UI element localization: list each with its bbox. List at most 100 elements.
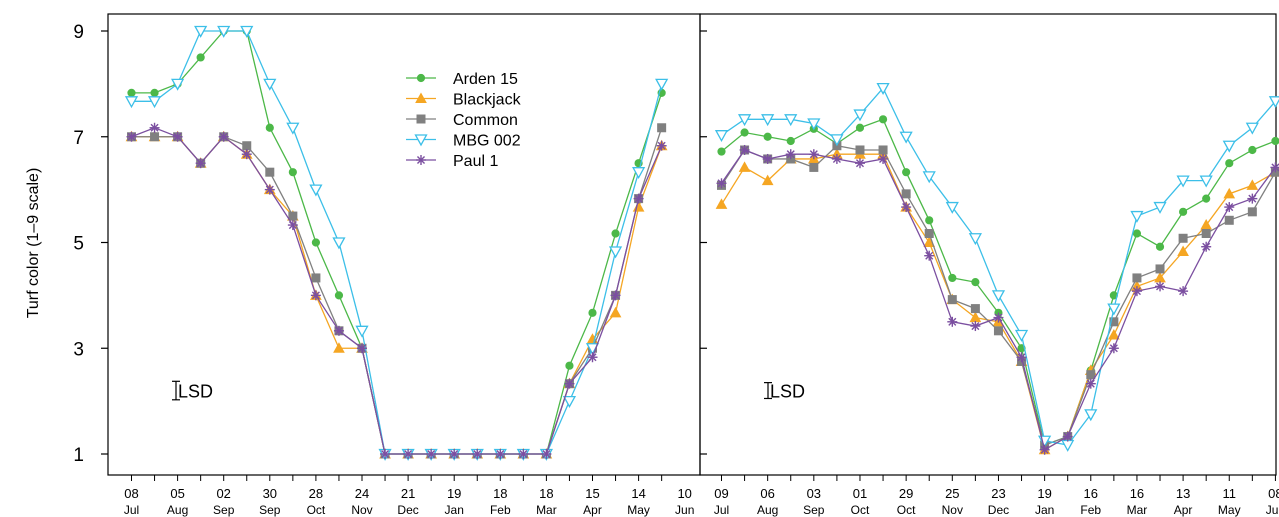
marker-asterisk	[1108, 343, 1119, 354]
marker-asterisk-stroke	[219, 132, 228, 141]
marker-triangle-down	[853, 109, 867, 122]
x-tick-label-month: Jun	[675, 503, 694, 517]
marker-square	[878, 145, 888, 155]
x-tick-label-month: Sep	[259, 503, 281, 517]
x-tick-label-day: 19	[447, 486, 461, 501]
marker-asterisk	[287, 220, 298, 231]
x-tick-label-day: 18	[539, 486, 553, 501]
marker-asterisk-stroke	[1271, 163, 1279, 172]
marker-triangle-down	[147, 96, 162, 109]
x-tick-label-day: 14	[631, 486, 645, 501]
marker-asterisk	[878, 153, 889, 164]
marker-triangle-down	[991, 290, 1006, 303]
marker-triangle-down	[1176, 175, 1190, 188]
marker-triangle-down	[414, 134, 428, 147]
marker-circle	[565, 361, 574, 370]
marker-square	[242, 141, 252, 151]
marker-asterisk-stroke	[1225, 203, 1234, 212]
marker-asterisk	[1039, 444, 1050, 455]
y-tick-label: 7	[73, 128, 84, 149]
marker-triangle-down	[1199, 175, 1213, 188]
marker-triangle-up	[333, 342, 345, 353]
marker-triangle-up	[1108, 329, 1120, 340]
marker-triangle-down	[830, 134, 844, 147]
marker-asterisk-stroke	[717, 179, 726, 188]
marker-asterisk	[1155, 281, 1166, 292]
marker-circle	[265, 123, 274, 132]
x-tick-label-month: Nov	[351, 503, 372, 517]
marker-triangle-down	[608, 246, 623, 259]
marker-asterisk	[1178, 286, 1189, 297]
marker-asterisk	[310, 290, 321, 301]
legend-label: Common	[453, 112, 518, 129]
marker-circle	[1225, 159, 1234, 168]
x-tick-label-month: Jun	[1266, 503, 1279, 517]
lsd-label: LSD	[770, 382, 805, 402]
lsd-label: LSD	[178, 382, 213, 402]
marker-asterisk	[333, 325, 344, 336]
marker-square	[809, 162, 819, 172]
x-tick-label-month: Oct	[851, 503, 870, 517]
x-tick-label-month: Aug	[167, 503, 188, 517]
x-tick-label-day: 05	[170, 486, 184, 501]
marker-asterisk-stroke	[334, 326, 343, 335]
marker-asterisk	[947, 316, 958, 327]
marker-asterisk-stroke	[416, 155, 426, 165]
x-tick-label-month: Dec	[988, 503, 1009, 517]
marker-asterisk	[633, 193, 644, 204]
x-tick-label-month: Oct	[897, 503, 916, 517]
marker-triangle-down	[240, 25, 254, 38]
marker-square	[1132, 273, 1142, 283]
marker-triangle-down	[1222, 140, 1236, 153]
x-tick-label-month: Nov	[942, 503, 963, 517]
marker-square	[1155, 264, 1165, 274]
marker-asterisk-stroke	[786, 150, 795, 159]
marker-asterisk-stroke	[971, 322, 980, 331]
marker-asterisk-stroke	[634, 194, 643, 203]
x-tick-label-month: Jan	[1035, 503, 1054, 517]
marker-asterisk	[1131, 286, 1142, 297]
marker-circle	[1155, 242, 1165, 251]
marker-triangle-down	[562, 395, 577, 408]
marker-triangle-up	[715, 198, 728, 209]
axes-layer: 1357908Jul05Aug02Sep30Sep28Oct24Nov21Dec…	[73, 22, 1279, 517]
marker-triangle-down	[1061, 439, 1075, 452]
marker-circle	[611, 229, 620, 238]
marker-square	[1109, 317, 1119, 327]
marker-asterisk	[587, 352, 598, 363]
marker-asterisk-stroke	[832, 154, 841, 163]
x-tick-label-month: Sep	[213, 503, 235, 517]
legend-label: Blackjack	[453, 92, 522, 109]
marker-asterisk-stroke	[242, 150, 251, 159]
marker-circle	[1179, 207, 1188, 216]
right-panel-frame	[699, 13, 1277, 476]
x-tick-label-month: Jul	[124, 503, 139, 517]
marker-square	[288, 211, 298, 221]
marker-circle	[971, 278, 980, 287]
marker-circle	[1271, 136, 1279, 146]
marker-triangle-down	[332, 237, 346, 250]
x-tick-label-month: Dec	[397, 503, 418, 517]
marker-asterisk	[403, 449, 414, 459]
marker-triangle-up	[969, 311, 982, 323]
series-line	[131, 127, 663, 455]
legend-label: MBG 002	[453, 133, 521, 150]
marker-asterisk	[854, 158, 865, 169]
marker-triangle-down	[1268, 96, 1279, 109]
legend-label: Paul 1	[453, 153, 498, 170]
marker-asterisk-stroke	[1040, 445, 1049, 454]
marker-asterisk	[993, 312, 1004, 323]
marker-asterisk-stroke	[1179, 287, 1188, 296]
y-axis-label: Turf color (1–9 scale)	[25, 168, 42, 319]
marker-square	[311, 273, 321, 283]
marker-circle	[763, 132, 772, 141]
marker-circle	[288, 168, 297, 177]
x-tick-label-day: 18	[493, 486, 507, 501]
marker-asterisk-stroke	[1017, 353, 1026, 362]
marker-asterisk-stroke	[150, 123, 159, 132]
marker-square	[150, 132, 160, 142]
marker-asterisk	[264, 184, 275, 195]
marker-circle	[902, 168, 911, 177]
marker-asterisk-stroke	[196, 159, 205, 168]
marker-asterisk	[739, 144, 750, 155]
